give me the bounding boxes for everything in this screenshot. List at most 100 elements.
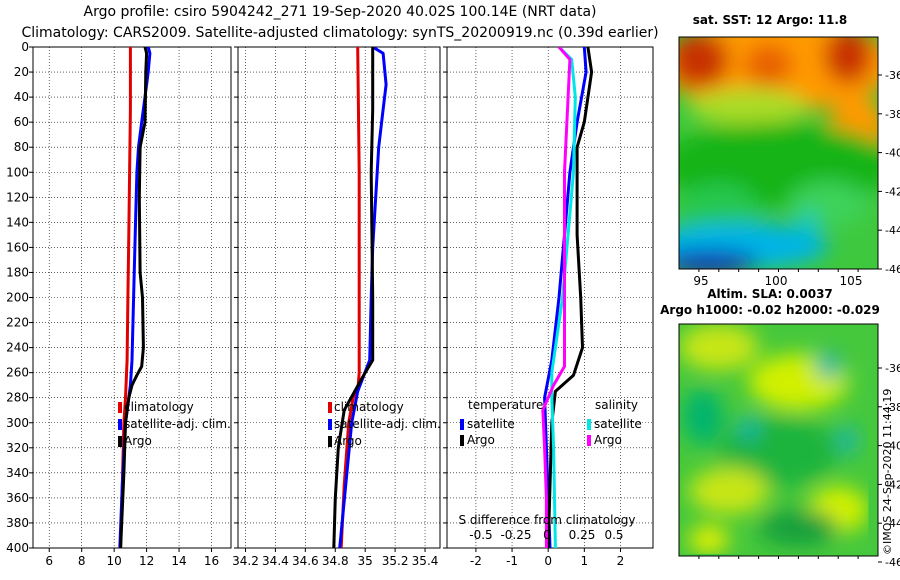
- legend-swatch: [328, 436, 332, 447]
- map-y-tick-label: -44: [885, 517, 900, 530]
- x-tick-label: 0: [544, 554, 552, 568]
- x-tick-label: 35.4: [412, 554, 439, 568]
- y-tick-label: 280: [6, 391, 29, 405]
- x-tick-label: 14: [171, 554, 186, 568]
- legend-swatch: [118, 436, 122, 447]
- map-blobs: [679, 324, 869, 554]
- map-field: [679, 37, 878, 269]
- y-tick-label: 340: [6, 466, 29, 480]
- series-line-temperature-argo: [546, 47, 594, 548]
- map-blob: [688, 467, 769, 515]
- y-tick-label: 180: [6, 265, 29, 279]
- sla-map-title: Altim. SLA: 0.0037: [707, 287, 833, 301]
- sst-map: -36 -38 -40 -42 -44 -46 95 100 105: [678, 36, 900, 288]
- map-x-tick-label: 100: [765, 274, 788, 288]
- y-tick-label: 160: [6, 240, 29, 254]
- map-y-tick-label: -36: [885, 362, 900, 375]
- x-tick-label: 10: [107, 554, 122, 568]
- map-blob: [744, 43, 793, 86]
- sla-map-subtitle: Argo h1000: -0.02 h2000: -0.029: [660, 303, 880, 317]
- difference-xlabel: S difference from climatology: [459, 513, 636, 527]
- series-line-argo: [119, 47, 149, 548]
- x-tick-label: 2: [617, 554, 625, 568]
- chart-title-line2: Climatology: CARS2009. Satellite-adjuste…: [21, 25, 659, 41]
- series-line-temperature-satellite: [543, 47, 588, 548]
- y-tick-label: 300: [6, 416, 29, 430]
- series-group: [118, 47, 152, 548]
- secondary-tick-label: 0.25: [569, 528, 596, 542]
- map-y-tick-label: -40: [885, 147, 900, 160]
- map-blob: [738, 416, 759, 440]
- series-line-salinity-satellite: [550, 47, 577, 548]
- y-tick-label: 60: [14, 115, 29, 129]
- y-tick-label: 80: [14, 140, 29, 154]
- map-y-tick-label: -42: [885, 478, 900, 491]
- legend-swatch: [328, 402, 332, 413]
- legend-label: climatology: [334, 400, 404, 414]
- imos-watermark: ©IMOS 24-Sep-2020 11:44:19: [881, 389, 894, 555]
- map-blob: [758, 509, 839, 547]
- sla-map: -36 -38 -40 -42 -44 -46: [678, 323, 900, 569]
- map-y-tick-label: -46: [885, 556, 900, 569]
- legend-swatch: [587, 435, 591, 446]
- legend-swatch: [118, 402, 122, 413]
- y-tick-label: 20: [14, 65, 29, 79]
- map-blob: [816, 351, 841, 380]
- y-tick-label: 380: [6, 516, 29, 530]
- secondary-tick-label: -0.5: [469, 528, 492, 542]
- map-blob: [688, 88, 809, 126]
- x-tick-label: 16: [204, 554, 219, 568]
- y-tick-label: 360: [6, 491, 29, 505]
- difference-profile: -2 -1 0 1 2: [443, 46, 654, 568]
- map-blob: [688, 525, 729, 554]
- x-tick-label: 34.6: [292, 554, 319, 568]
- y-tick-label: 240: [6, 341, 29, 355]
- y-tick-label: 100: [6, 165, 29, 179]
- series-line-salinity-argo: [541, 47, 572, 548]
- chart-title-line1: Argo profile: csiro 5904242_271 19-Sep-2…: [83, 4, 597, 20]
- series-line-argo: [332, 47, 375, 548]
- legend-label: satellite-adj. clim.: [334, 417, 441, 431]
- x-tick-label: 8: [78, 554, 86, 568]
- sst-map-title: sat. SST: 12 Argo: 11.8: [693, 13, 847, 27]
- legend-swatch: [328, 419, 332, 430]
- series-group: [332, 47, 388, 548]
- secondary-tick-label: 0.5: [604, 528, 623, 542]
- map-blob: [679, 250, 759, 269]
- map-y-tick-label: -36: [885, 69, 900, 82]
- map-blob: [679, 324, 759, 371]
- y-tick-label: 120: [6, 190, 29, 204]
- legend-label: Argo: [467, 433, 495, 447]
- y-tick-label: 140: [6, 215, 29, 229]
- x-tick-label: 35.2: [382, 554, 409, 568]
- legend-title-salinity: salinity: [595, 398, 638, 412]
- map-blob: [679, 37, 729, 89]
- salinity-profile: 34.2 34.4 34.6 34.8 35 35.2 35.4: [232, 46, 441, 568]
- x-tick-label: 34.8: [322, 554, 349, 568]
- map-y-tick-label: -42: [885, 185, 900, 198]
- map-blob: [838, 426, 859, 454]
- legend-swatch: [460, 435, 464, 446]
- x-tick-label: 35: [358, 554, 373, 568]
- x-tick-label: 12: [139, 554, 154, 568]
- series-group: [541, 47, 594, 548]
- x-tick-label: 34.2: [232, 554, 259, 568]
- map-blob: [798, 211, 819, 235]
- x-tick-label: -1: [506, 554, 518, 568]
- y-tick-label: 0: [21, 40, 29, 54]
- secondary-tick-label: 0: [543, 528, 551, 542]
- legend-label: Argo: [334, 434, 362, 448]
- map-y-tick-label: -44: [885, 224, 900, 237]
- map-blob: [824, 37, 873, 84]
- legend-label: Argo: [124, 434, 152, 448]
- map-y-tick-label: -40: [885, 440, 900, 453]
- map-y-tick-label: -38: [885, 108, 900, 121]
- x-tick-label: 6: [45, 554, 53, 568]
- x-tick-label: -2: [470, 554, 482, 568]
- legend-label: satellite: [594, 417, 642, 431]
- map-x-tick-label: 105: [840, 274, 863, 288]
- legend-swatch: [118, 419, 122, 430]
- y-tick-label: 260: [6, 366, 29, 380]
- y-tick-label: 40: [14, 90, 29, 104]
